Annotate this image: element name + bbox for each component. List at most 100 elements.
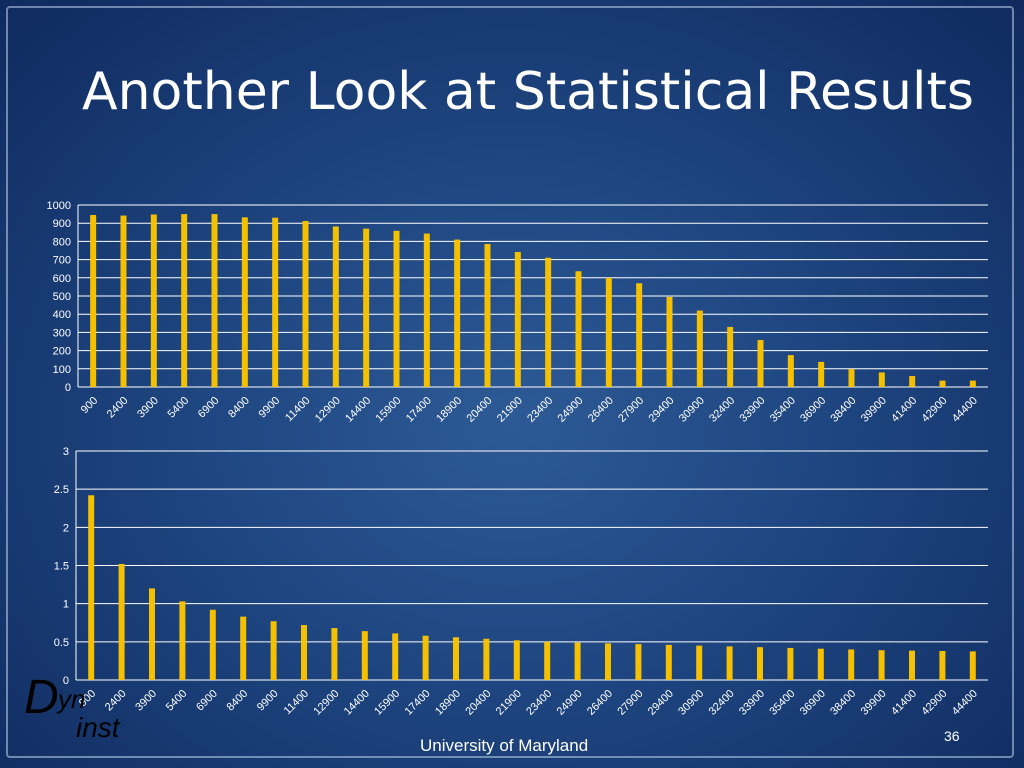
chart1-category-label: 30900 [676, 688, 706, 718]
chart0-bar [363, 228, 370, 387]
chart1-category-label: 18900 [433, 688, 463, 718]
chart0-bar [241, 217, 248, 387]
chart0-ytick-label: 400 [53, 309, 71, 321]
chart0-ytick-label: 600 [53, 273, 71, 285]
chart0-bar [696, 310, 703, 387]
chart0-ytick-label: 700 [53, 255, 71, 267]
chart0-bar [423, 233, 430, 387]
chart1-category-label: 21900 [494, 688, 524, 718]
chart1-category-label: 35400 [767, 688, 797, 718]
chart1-bar [270, 621, 277, 680]
dyninst-logo: D yn inst [24, 670, 144, 750]
chart0-bar [575, 271, 582, 387]
chart0-bar [636, 283, 643, 387]
logo-yn-letters: yn [58, 684, 86, 714]
chart0-ytick-label: 900 [53, 218, 71, 230]
chart1-category-label: 17400 [403, 688, 433, 718]
chart0-bar [818, 361, 825, 387]
chart0-ytick-label: 100 [53, 364, 71, 376]
chart1-category-label: 23400 [524, 688, 554, 718]
chart1-bar [969, 651, 976, 680]
chart0-ytick-label: 800 [53, 236, 71, 248]
chart1-bar [544, 641, 551, 680]
chart1-category-label: 6900 [194, 688, 220, 714]
chart1-bar [817, 648, 824, 680]
chart0-ytick-label: 1000 [47, 200, 71, 212]
chart1-category-label: 14400 [342, 688, 372, 718]
chart0-ytick-label: 0 [65, 382, 71, 394]
chart0-bar [514, 251, 521, 387]
chart1-category-label: 9900 [255, 688, 281, 714]
chart1-category-label: 32400 [707, 688, 737, 718]
chart0-bar [181, 214, 188, 387]
chart0-bar [393, 230, 400, 387]
logo-d-letter: D [24, 671, 59, 724]
chart1-category-label: 11400 [282, 688, 312, 718]
chart0-bar [939, 380, 946, 387]
chart1-bar [909, 650, 915, 680]
chart0-bar [848, 369, 855, 387]
chart1-bar [696, 645, 703, 680]
chart1-bar [939, 650, 946, 680]
chart0-bar [969, 380, 976, 387]
chart1-category-label: 42900 [919, 688, 949, 718]
chart1-bar [483, 638, 490, 680]
chart0-bar [909, 376, 916, 387]
chart1-bar [878, 650, 885, 680]
chart1-category-label: 41400 [889, 688, 919, 718]
chart1-category-label: 38400 [828, 688, 858, 718]
chart1-bar [240, 616, 247, 680]
chart0-bar [332, 226, 339, 387]
footer-text: University of Maryland [420, 736, 589, 755]
chart1-ytick-label: 2 [63, 522, 69, 534]
logo-inst-text: inst [76, 712, 120, 743]
chart1-ytick-label: 0.5 [54, 637, 69, 649]
chart0-bar [605, 277, 612, 387]
chart1-ytick-label: 3 [63, 446, 69, 458]
chart1-bar [209, 609, 216, 680]
chart1-ytick-label: 1 [63, 599, 69, 611]
page-number: 36 [944, 728, 960, 744]
slide-frame [6, 6, 1014, 758]
chart1-category-label: 15900 [372, 688, 402, 718]
chart1-bar [787, 647, 794, 680]
chart0-ytick-label: 500 [53, 291, 71, 303]
chart1-category-label: 8400 [225, 688, 251, 714]
chart1-bar [179, 601, 186, 680]
chart0-bar [302, 221, 309, 387]
chart1-category-label: 20400 [463, 688, 493, 718]
chart1-bar [331, 628, 338, 680]
chart1-bar [513, 640, 520, 680]
chart0-bar [150, 214, 157, 387]
chart1-category-label: 36900 [798, 688, 828, 718]
chart1-category-label: 39900 [859, 688, 889, 718]
chart1-category-label: 24900 [555, 688, 585, 718]
chart0-ytick-label: 300 [53, 327, 71, 339]
chart1-bar [392, 633, 399, 680]
chart0-bar [787, 355, 794, 387]
chart1-bar [301, 625, 307, 680]
chart1-bar [118, 563, 125, 680]
chart1-bar [422, 635, 429, 680]
chart0-bar [757, 340, 764, 387]
chart1-ytick-label: 0 [63, 675, 69, 687]
chart1-bar [757, 647, 763, 680]
chart1-bar [848, 649, 855, 680]
chart1-bar [88, 495, 95, 680]
chart1-bar [361, 631, 368, 680]
slide-title: Another Look at Statistical Results [82, 62, 974, 122]
chart0-bar [120, 215, 127, 387]
chart1-ytick-label: 1.5 [54, 561, 69, 573]
chart0-bar [272, 217, 279, 387]
chart1-bar [453, 637, 459, 680]
chart1-bar [605, 643, 611, 680]
chart0-bar [211, 214, 218, 387]
chart1-category-label: 12900 [311, 688, 341, 718]
chart1-category-label: 44400 [950, 688, 980, 718]
chart0-ytick-label: 200 [53, 346, 71, 358]
chart0-bar [727, 326, 734, 387]
chart1-bar [149, 588, 155, 680]
chart1-bar [635, 644, 642, 680]
